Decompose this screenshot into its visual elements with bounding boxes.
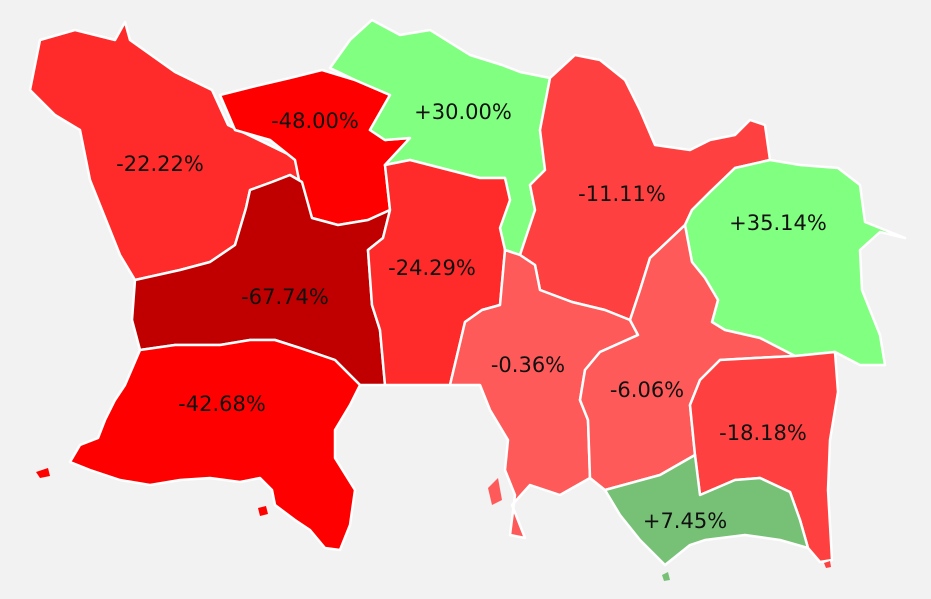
label-st-brelade: -42.68%: [178, 392, 266, 416]
label-grouville: +35.14%: [729, 211, 827, 235]
islet-west: [36, 468, 50, 478]
parish-st-peter[interactable]: [603, 453, 810, 567]
islet-harbour-rock: [488, 478, 502, 505]
label-st-clement: -18.18%: [719, 421, 807, 445]
islet-south-rock: [824, 561, 831, 568]
parish-st-brelade[interactable]: [68, 338, 362, 552]
label-st-peter: +7.45%: [643, 509, 727, 533]
label-st-lawrence: -24.29%: [388, 256, 476, 280]
label-st-martin: -11.11%: [578, 182, 666, 206]
label-st-john: -67.74%: [241, 285, 329, 309]
label-st-saviour: -6.06%: [610, 378, 684, 402]
label-st-mary: -48.00%: [271, 109, 359, 133]
islet-southwest-rock: [258, 506, 268, 516]
parish-st-helier[interactable]: [448, 248, 640, 540]
islet-east-rock: [662, 572, 670, 581]
label-st-helier: -0.36%: [491, 353, 565, 377]
label-st-ouen: -22.22%: [116, 152, 204, 176]
label-trinity: +30.00%: [414, 100, 512, 124]
